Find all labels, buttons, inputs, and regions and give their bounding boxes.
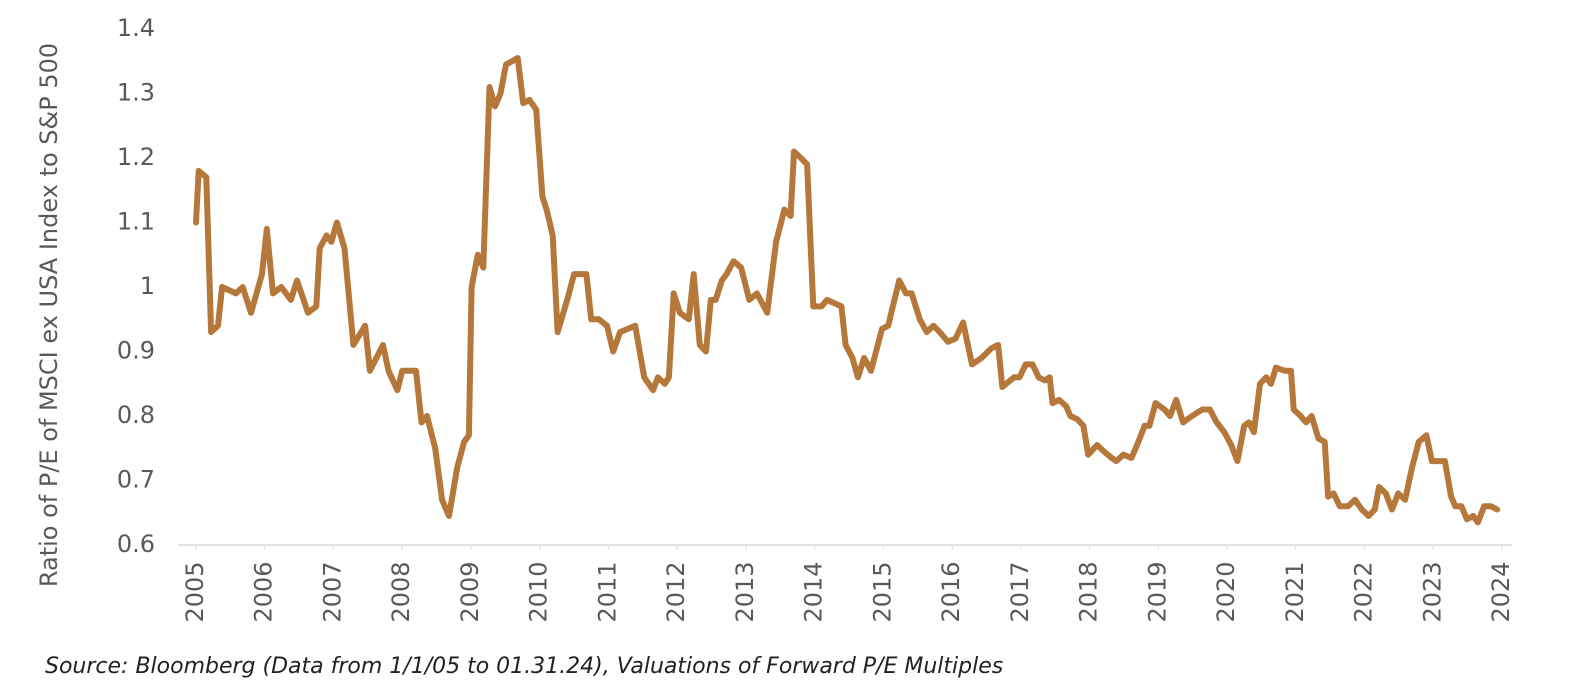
x-tick-label: 2012 (662, 561, 690, 622)
x-tick-label: 2021 (1281, 561, 1309, 622)
x-tick-label: 2013 (731, 561, 759, 622)
x-tick-label: 2006 (250, 561, 278, 622)
x-tick-label: 2011 (593, 561, 621, 622)
x-tick-label: 2008 (387, 561, 415, 622)
x-tick-label: 2009 (456, 561, 484, 622)
source-note: Source: Bloomberg (Data from 1/1/05 to 0… (45, 654, 1003, 679)
x-tick-label: 2022 (1350, 561, 1378, 622)
y-tick-label: 0.8 (117, 401, 155, 429)
y-tick-label: 1.2 (117, 143, 155, 171)
y-tick-label: 1.1 (117, 208, 155, 236)
x-tick-label: 2019 (1143, 561, 1171, 622)
y-tick-label: 1.4 (117, 14, 155, 42)
x-tick-label: 2018 (1075, 561, 1103, 622)
x-tick-label: 2005 (181, 561, 209, 622)
x-tick-label: 2010 (525, 561, 553, 622)
x-tick-label: 2015 (868, 561, 896, 622)
x-tick-label: 2020 (1212, 561, 1240, 622)
y-tick-label: 1 (140, 272, 155, 300)
y-tick-label: 1.3 (117, 79, 155, 107)
x-tick-label: 2016 (937, 561, 965, 622)
y-tick-label: 0.6 (117, 530, 155, 558)
x-tick-label: 2023 (1418, 561, 1446, 622)
x-tick-label: 2014 (800, 561, 828, 622)
x-tick-label: 2024 (1487, 561, 1515, 622)
y-tick-label: 0.9 (117, 337, 155, 365)
x-tick-label: 2007 (318, 561, 346, 622)
y-axis-title: Ratio of P/E of MSCI ex USA Index to S&P… (35, 43, 63, 587)
data-line (193, 55, 1501, 526)
y-tick-label: 0.7 (117, 466, 155, 494)
x-tick-label: 2017 (1006, 561, 1034, 622)
